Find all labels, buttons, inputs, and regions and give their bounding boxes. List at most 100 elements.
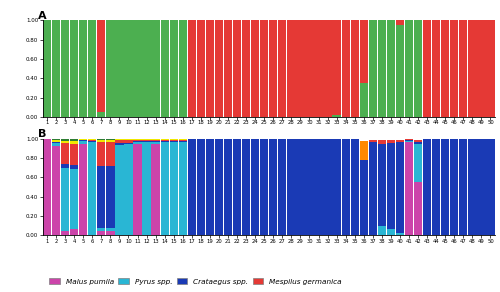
Bar: [61, 20, 70, 117]
Bar: [152, 145, 160, 235]
Bar: [368, 142, 377, 235]
Bar: [61, 139, 70, 141]
Bar: [306, 139, 314, 235]
Bar: [459, 20, 468, 117]
Bar: [360, 141, 368, 160]
Bar: [215, 20, 223, 117]
Bar: [79, 140, 88, 141]
Bar: [196, 20, 205, 117]
Bar: [368, 140, 377, 142]
Bar: [79, 20, 88, 117]
Bar: [378, 140, 386, 145]
Bar: [52, 146, 60, 235]
Bar: [332, 139, 341, 235]
Bar: [486, 20, 494, 117]
Bar: [97, 140, 106, 142]
Bar: [142, 142, 150, 235]
Bar: [251, 20, 260, 117]
Bar: [178, 142, 187, 235]
Bar: [414, 140, 422, 142]
Bar: [52, 142, 60, 146]
Bar: [152, 139, 160, 140]
Bar: [106, 142, 114, 166]
Bar: [43, 20, 51, 117]
Bar: [106, 140, 114, 142]
Bar: [152, 141, 160, 142]
Bar: [287, 20, 296, 117]
Bar: [97, 166, 106, 228]
Bar: [224, 139, 232, 235]
Bar: [142, 141, 150, 142]
Bar: [242, 139, 250, 235]
Bar: [52, 139, 60, 140]
Bar: [387, 229, 395, 235]
Bar: [296, 20, 304, 117]
Bar: [486, 139, 494, 235]
Bar: [441, 20, 450, 117]
Bar: [423, 139, 432, 235]
Bar: [97, 112, 106, 117]
Bar: [116, 139, 124, 140]
Bar: [260, 20, 268, 117]
Bar: [170, 20, 178, 117]
Bar: [387, 20, 395, 117]
Bar: [188, 139, 196, 235]
Bar: [70, 165, 78, 168]
Bar: [324, 139, 332, 235]
Bar: [152, 142, 160, 145]
Bar: [70, 229, 78, 235]
Bar: [142, 140, 150, 141]
Bar: [88, 139, 96, 140]
Bar: [106, 166, 114, 228]
Bar: [368, 20, 377, 117]
Bar: [387, 142, 395, 229]
Bar: [178, 141, 187, 142]
Bar: [405, 20, 413, 117]
Bar: [459, 139, 468, 235]
Bar: [405, 142, 413, 235]
Bar: [215, 139, 223, 235]
Bar: [70, 168, 78, 229]
Bar: [134, 20, 141, 117]
Bar: [61, 164, 70, 168]
Bar: [116, 145, 124, 235]
Bar: [79, 144, 88, 235]
Bar: [61, 142, 70, 164]
Bar: [296, 139, 304, 235]
Bar: [233, 20, 241, 117]
Legend: Malus and Pyrus, Crataegus: Malus and Pyrus, Crataegus: [46, 157, 197, 172]
Bar: [233, 139, 241, 235]
Bar: [468, 139, 476, 235]
Bar: [106, 231, 114, 235]
Bar: [251, 139, 260, 235]
Bar: [52, 140, 60, 142]
Bar: [468, 20, 476, 117]
Bar: [134, 141, 141, 142]
Bar: [324, 20, 332, 117]
Bar: [414, 182, 422, 235]
Bar: [360, 83, 368, 117]
Bar: [116, 140, 124, 142]
Bar: [332, 20, 341, 115]
Bar: [160, 141, 169, 142]
Bar: [269, 20, 278, 117]
Bar: [152, 20, 160, 117]
Bar: [61, 231, 70, 235]
Bar: [405, 139, 413, 140]
Bar: [124, 145, 132, 235]
Bar: [70, 141, 78, 144]
Bar: [170, 141, 178, 142]
Bar: [342, 139, 350, 235]
Bar: [396, 233, 404, 235]
Bar: [206, 20, 214, 117]
Bar: [378, 226, 386, 235]
Bar: [350, 139, 359, 235]
Bar: [116, 20, 124, 117]
Bar: [414, 142, 422, 143]
Bar: [61, 168, 70, 231]
Bar: [170, 140, 178, 141]
Bar: [478, 139, 486, 235]
Bar: [61, 141, 70, 142]
Bar: [97, 142, 106, 166]
Bar: [88, 142, 96, 235]
